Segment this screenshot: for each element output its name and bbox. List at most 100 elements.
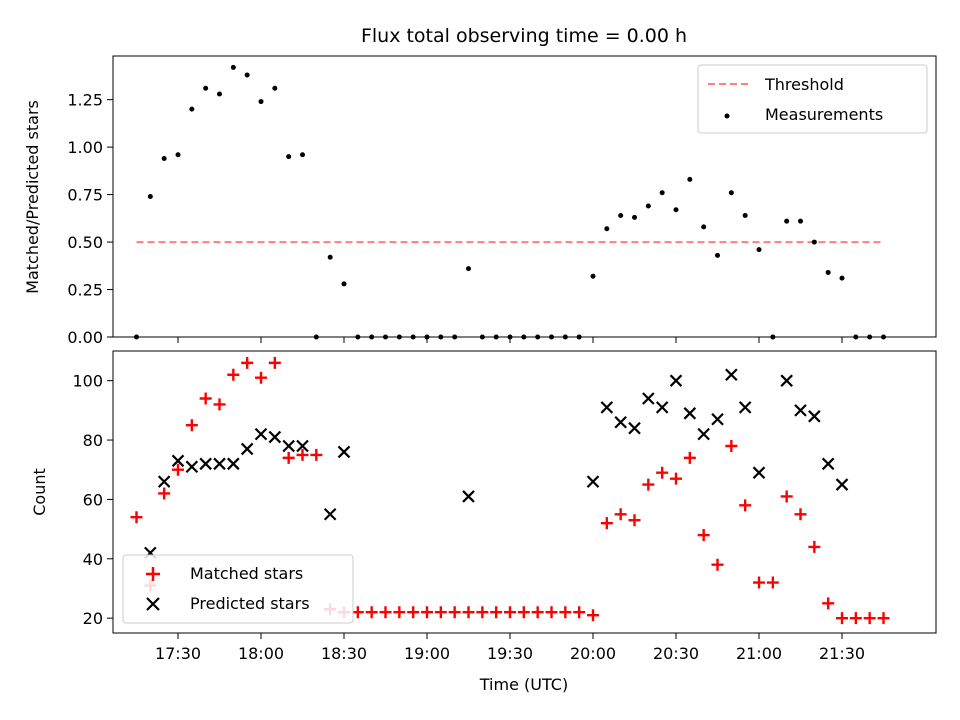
bottom-y-ticks: 20 40 60 80 100 (72, 372, 113, 628)
bottom-y-tick-label: 60 (83, 490, 103, 509)
measurement-point (742, 212, 748, 218)
top-y-tick-label: 0.25 (67, 281, 103, 300)
measurement-point (189, 106, 195, 112)
x-tick-label: 18:00 (238, 644, 284, 663)
top-axes-frame (112, 55, 937, 338)
x-axis-label: Time (UTC) (479, 675, 568, 694)
measurement-point (147, 194, 153, 199)
measurement-point (798, 218, 804, 224)
bottom-axes-frame (112, 350, 937, 634)
measurement-point (272, 85, 278, 91)
matched-star-point (434, 606, 447, 619)
matched-star-point (683, 451, 696, 464)
measurement-point (701, 224, 707, 230)
measurement-point (217, 91, 223, 97)
x-tick-label: 21:30 (819, 644, 865, 663)
matched-star-point (407, 606, 420, 619)
matched-star-point (504, 606, 517, 619)
matched-star-point (697, 529, 710, 542)
top-marks (133, 64, 887, 340)
top-legend: Threshold Measurements (697, 64, 928, 134)
measurement-point (161, 156, 167, 162)
matched-star-point (573, 606, 586, 619)
measurement-point (673, 207, 679, 213)
predicted-star-point (752, 466, 766, 479)
predicted-star-point (628, 421, 641, 435)
matched-star-point (490, 606, 503, 619)
measurement-point (811, 239, 817, 245)
measurement-point (715, 252, 721, 258)
predicted-star-point (323, 507, 337, 521)
matched-star-point (393, 606, 406, 619)
matched-star-point (421, 606, 434, 619)
bottom-legend: Matched stars Predicted stars (122, 554, 354, 624)
top-y-tick-label: 1.00 (67, 138, 103, 157)
legend-threshold-label: Threshold (764, 75, 844, 94)
matched-star-point (656, 466, 669, 479)
predicted-star-point (835, 478, 849, 491)
measurement-point (618, 212, 624, 218)
matched-star-point (255, 371, 268, 384)
predicted-star-point (157, 475, 171, 488)
predicted-star-point (586, 475, 600, 488)
top-y-tick-label: 0.50 (67, 233, 103, 252)
matched-star-point (628, 514, 641, 527)
matched-star-point (241, 356, 254, 369)
predicted-star-point (780, 374, 793, 387)
bottom-y-tick-label: 100 (72, 372, 103, 391)
matched-star-point (766, 576, 779, 589)
matched-star-point (172, 463, 184, 476)
predicted-star-point (821, 457, 835, 471)
measurement-point (756, 247, 762, 253)
x-tick-label: 20:00 (570, 644, 616, 663)
x-tick-label: 20:30 (653, 644, 699, 663)
measurement-point (203, 85, 209, 91)
predicted-star-point (268, 430, 282, 444)
chart-title: Flux total observing time = 0.00 h (361, 25, 687, 47)
predicted-star-point (171, 454, 185, 468)
predicted-star-point (697, 427, 710, 441)
matched-star-point (448, 606, 461, 619)
matched-star-point (282, 451, 295, 464)
matched-star-point (130, 511, 143, 524)
bottom-legend-frame (122, 554, 354, 624)
measurement-point (244, 72, 250, 78)
top-legend-frame (697, 64, 928, 134)
measurement-point (604, 226, 610, 232)
predicted-star-point (808, 410, 821, 423)
matched-star-point (158, 487, 171, 500)
measurement-point (659, 190, 665, 196)
matched-star-point (213, 398, 226, 411)
matched-star-point (476, 606, 489, 619)
measurement-point (645, 203, 651, 209)
matched-star-point (780, 490, 793, 503)
matched-star-point (808, 540, 821, 553)
matched-star-point (199, 392, 212, 405)
measurement-point (286, 154, 292, 160)
bottom-y-axis-label: Count (30, 468, 49, 516)
matched-star-point (545, 606, 558, 619)
measurement-point (258, 99, 264, 105)
matched-star-point (600, 517, 613, 530)
measurement-point (590, 273, 596, 279)
x-tick-label: 17:30 (155, 644, 201, 663)
predicted-star-point (199, 457, 212, 471)
legend-matched-label: Matched stars (190, 564, 303, 583)
top-y-tick-label: 1.25 (67, 91, 103, 110)
bottom-y-tick-label: 80 (83, 431, 103, 450)
matched-star-point (822, 597, 835, 610)
matched-star-point (836, 612, 849, 625)
matched-star-point (559, 606, 572, 619)
predicted-star-point (711, 412, 724, 426)
top-y-tick-label: 0.75 (67, 186, 103, 205)
matched-star-point (351, 606, 364, 619)
top-y-axis-label: Matched/Predicted stars (23, 100, 42, 294)
top-y-ticks: 0.00 0.25 0.50 0.75 1.00 1.25 (67, 91, 843, 347)
predicted-star-point (254, 427, 268, 441)
top-y-tick-label: 0.00 (67, 328, 103, 347)
matched-star-point (185, 419, 198, 432)
predicted-star-point (227, 457, 240, 471)
predicted-star-point (337, 445, 351, 459)
matched-star-point (739, 499, 752, 512)
matched-star-point (642, 478, 655, 491)
